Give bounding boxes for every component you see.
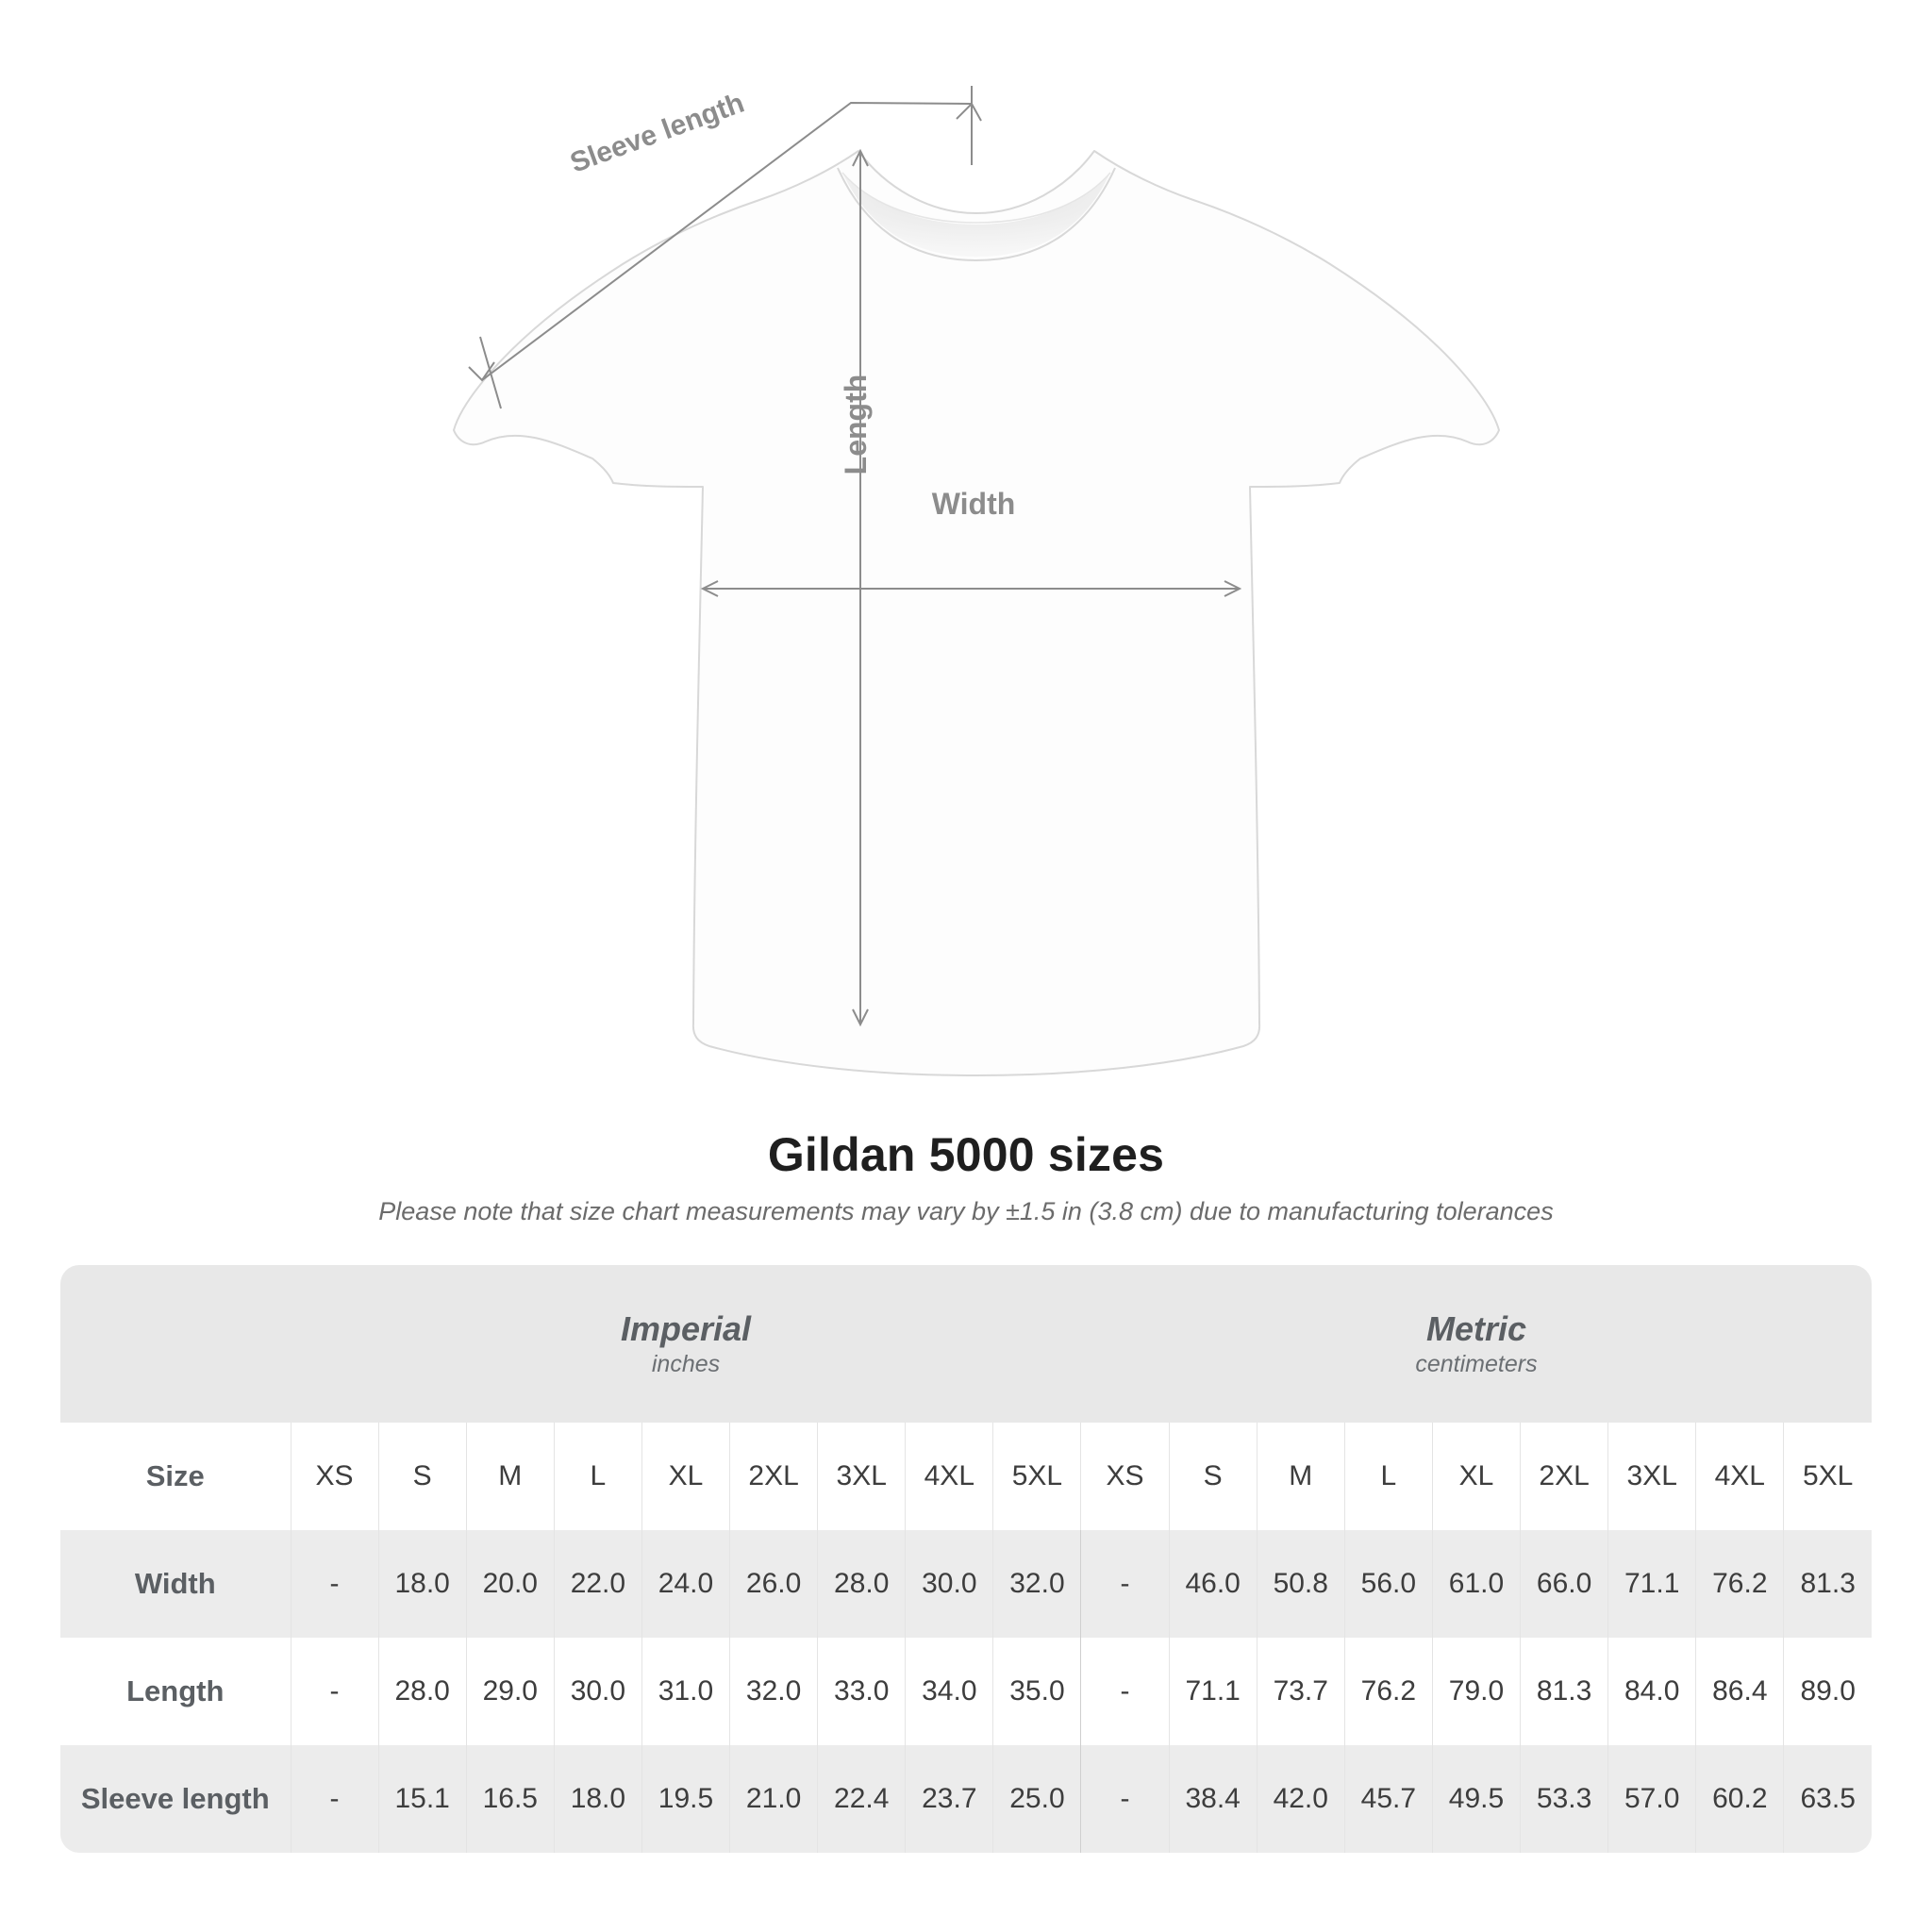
svg-text:Sleeve length: Sleeve length — [566, 87, 748, 178]
svg-text:Length: Length — [839, 375, 873, 475]
svg-text:Width: Width — [932, 487, 1016, 521]
